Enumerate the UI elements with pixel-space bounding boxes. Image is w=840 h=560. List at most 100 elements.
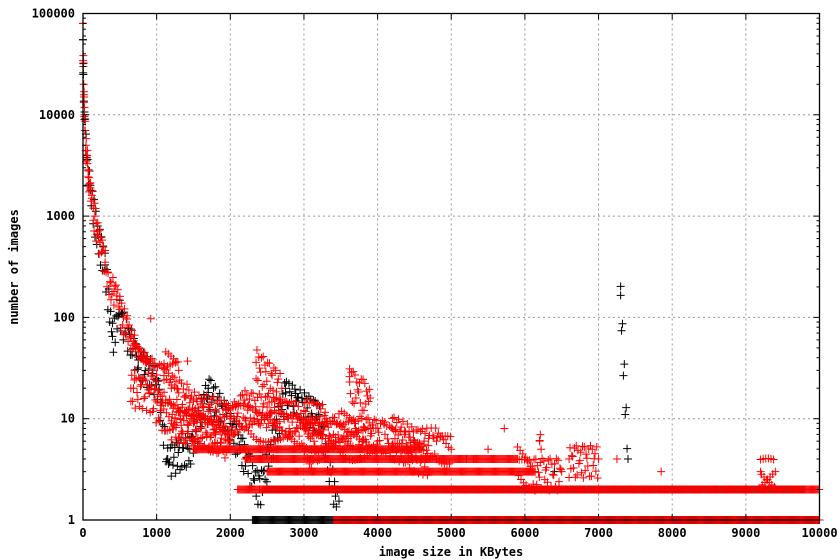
data-point	[122, 314, 131, 323]
data-point	[138, 353, 147, 362]
y-tick-label: 10000	[39, 108, 75, 122]
data-point	[115, 292, 124, 301]
data-point	[218, 404, 227, 413]
data-point	[187, 412, 196, 421]
data-point	[589, 461, 598, 470]
data-point	[364, 413, 373, 422]
data-point	[316, 404, 325, 413]
data-point	[111, 338, 120, 347]
data-point	[96, 261, 105, 270]
data-point	[306, 412, 315, 421]
data-point	[93, 218, 102, 227]
data-point	[285, 387, 294, 396]
data-point	[312, 430, 321, 439]
data-point	[251, 467, 260, 476]
data-point	[276, 395, 285, 404]
data-point	[167, 435, 176, 444]
data-point	[268, 386, 277, 395]
data-point	[391, 425, 400, 434]
data-point	[196, 422, 205, 431]
data-point	[390, 413, 399, 422]
data-point	[146, 314, 155, 323]
data-point	[276, 369, 285, 378]
data-point	[202, 391, 211, 400]
data-point	[130, 331, 139, 340]
data-point	[173, 439, 182, 448]
data-point	[398, 417, 407, 426]
data-point	[273, 378, 282, 387]
data-point	[90, 212, 99, 221]
data-point	[193, 397, 202, 406]
data-point	[252, 408, 261, 417]
data-point	[388, 414, 397, 423]
data-point	[198, 402, 207, 411]
data-point	[221, 435, 230, 444]
data-point	[152, 397, 161, 406]
data-point	[531, 455, 540, 464]
data-point	[573, 470, 582, 479]
data-point	[133, 342, 142, 351]
data-point	[300, 388, 309, 397]
data-point	[127, 326, 136, 335]
data-point	[182, 463, 191, 472]
data-point	[263, 392, 272, 401]
data-point	[89, 216, 98, 225]
data-point	[299, 416, 308, 425]
x-tick-label: 0	[79, 526, 86, 540]
data-point	[290, 385, 299, 394]
data-point	[616, 282, 625, 291]
data-point	[149, 404, 158, 413]
data-point	[191, 425, 200, 434]
data-point	[289, 410, 298, 419]
data-point	[167, 416, 176, 425]
data-point	[335, 497, 344, 506]
data-point	[136, 382, 145, 391]
data-point	[352, 427, 361, 436]
data-point	[190, 406, 199, 415]
data-point	[288, 418, 297, 427]
data-point	[567, 451, 576, 460]
data-point	[370, 415, 379, 424]
data-point	[617, 326, 626, 335]
data-point	[348, 398, 357, 407]
data-point	[253, 376, 262, 385]
data-point	[394, 415, 403, 424]
data-point	[165, 395, 174, 404]
data-point	[128, 341, 137, 350]
data-point	[418, 424, 427, 433]
data-point	[92, 237, 101, 246]
data-point	[374, 428, 383, 437]
data-point	[385, 421, 394, 430]
data-point	[121, 329, 130, 338]
data-point	[187, 392, 196, 401]
data-point	[367, 429, 376, 438]
data-point	[582, 450, 591, 459]
data-point	[552, 454, 561, 463]
data-point	[224, 406, 233, 415]
data-point	[616, 291, 625, 300]
data-point	[183, 420, 192, 429]
data-point	[159, 441, 168, 450]
data-point	[169, 461, 177, 470]
data-point	[209, 383, 218, 392]
data-point	[621, 410, 630, 419]
data-point	[86, 178, 95, 187]
data-point	[194, 408, 203, 417]
data-point	[539, 457, 548, 466]
data-point	[124, 337, 133, 346]
data-point	[220, 453, 229, 462]
data-point	[246, 413, 255, 422]
data-point	[360, 379, 369, 388]
data-point	[236, 391, 245, 400]
data-point	[389, 426, 398, 435]
data-point	[590, 454, 599, 463]
data-point	[359, 406, 368, 415]
data-point	[201, 428, 210, 437]
data-point	[103, 282, 112, 291]
data-point	[162, 408, 171, 417]
data-point	[263, 358, 272, 367]
data-point	[351, 394, 360, 403]
data-point	[284, 379, 293, 388]
data-point	[180, 408, 189, 417]
